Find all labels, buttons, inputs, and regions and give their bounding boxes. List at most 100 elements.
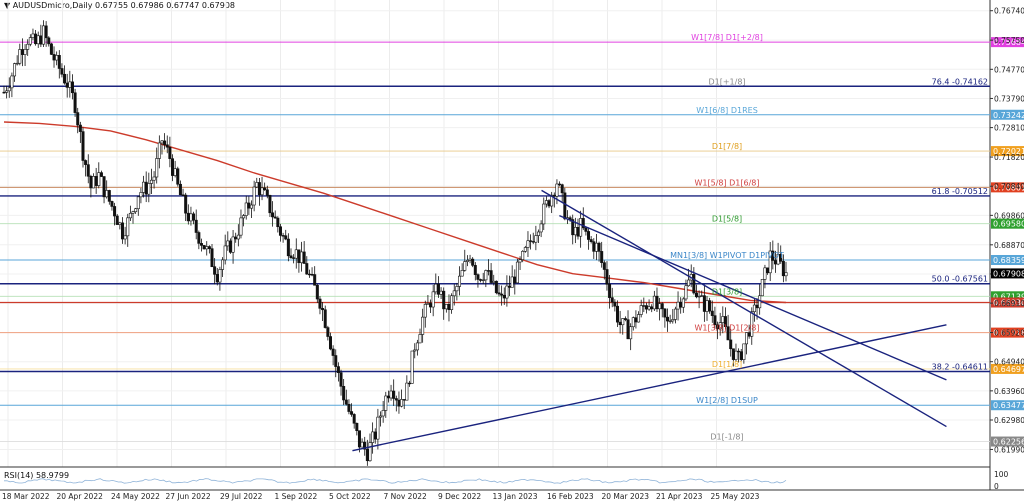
candle-body bbox=[252, 186, 256, 206]
candle-body bbox=[768, 250, 772, 274]
candle-body bbox=[173, 168, 177, 176]
candle-body bbox=[766, 267, 770, 274]
candle-body bbox=[389, 390, 393, 399]
candle-body bbox=[60, 68, 64, 75]
price-tick-label: 0.75750 bbox=[994, 36, 1024, 45]
price-badge-text: 0.73242 bbox=[993, 111, 1024, 120]
candle-body bbox=[34, 33, 38, 45]
candle-body bbox=[429, 303, 433, 308]
collapse-triangle-icon[interactable]: ▼ bbox=[4, 1, 11, 10]
price-tick-label: 0.64940 bbox=[994, 358, 1024, 367]
candle-body bbox=[602, 262, 606, 270]
candle-body bbox=[394, 398, 398, 401]
candle-body bbox=[239, 217, 243, 236]
candle-body bbox=[539, 223, 543, 233]
candle-body bbox=[147, 183, 151, 195]
last-price-text: 0.67908 bbox=[993, 269, 1024, 278]
candle-body bbox=[500, 293, 504, 296]
chart-header: ▼ AUDUSDmicro,Daily 0.67755 0.67986 0.67… bbox=[4, 1, 235, 10]
candle-body bbox=[202, 245, 206, 250]
candle-body bbox=[289, 255, 293, 259]
candle-body bbox=[199, 243, 203, 246]
candle-body bbox=[144, 181, 148, 195]
candle-body bbox=[505, 285, 509, 299]
candle-body bbox=[163, 140, 167, 146]
candle-body bbox=[134, 208, 138, 213]
candle-body bbox=[713, 315, 717, 326]
fib-label: 61.8 -0.70512 bbox=[932, 187, 988, 196]
candle-body bbox=[315, 284, 319, 300]
candle-body bbox=[36, 35, 40, 45]
candle-body bbox=[515, 261, 519, 284]
candle-body bbox=[587, 231, 591, 240]
candle-body bbox=[618, 321, 622, 326]
candle-body bbox=[621, 318, 625, 326]
candle-body bbox=[468, 258, 472, 261]
candle-body bbox=[379, 415, 383, 418]
candle-body bbox=[263, 187, 267, 191]
candle-body bbox=[260, 187, 264, 196]
price-tick-label: 0.73790 bbox=[994, 94, 1024, 103]
candle-body bbox=[560, 184, 564, 194]
candle-body bbox=[676, 301, 680, 310]
candle-body bbox=[668, 320, 672, 323]
rsi-tick-label: 100 bbox=[994, 470, 1009, 479]
candle-body bbox=[692, 274, 696, 294]
candle-body bbox=[397, 399, 401, 407]
price-badge-text: 0.62256 bbox=[993, 438, 1024, 447]
date-tick-label: 20 Mar 2023 bbox=[602, 492, 650, 501]
date-tick-label: 25 May 2023 bbox=[711, 492, 760, 501]
candle-body bbox=[729, 339, 733, 350]
candle-body bbox=[626, 319, 630, 340]
candle-body bbox=[542, 203, 546, 225]
candle-body bbox=[307, 273, 311, 276]
candle-body bbox=[373, 431, 377, 440]
candle-body bbox=[344, 399, 348, 405]
candle-body bbox=[658, 303, 662, 310]
candle-body bbox=[78, 124, 82, 132]
candle-body bbox=[110, 201, 114, 207]
candle-body bbox=[700, 295, 704, 297]
candle-body bbox=[552, 194, 556, 197]
candle-body bbox=[726, 326, 730, 341]
price-badge bbox=[991, 146, 1024, 157]
price-badge-text: 0.68359 bbox=[993, 256, 1024, 265]
candle-body bbox=[55, 55, 59, 61]
candle-body bbox=[255, 182, 259, 188]
date-tick-label: 13 Jan 2023 bbox=[493, 492, 538, 501]
candle-body bbox=[631, 317, 635, 328]
candle-body bbox=[558, 183, 562, 186]
candle-body bbox=[442, 290, 446, 310]
candle-body bbox=[70, 81, 74, 94]
candle-body bbox=[165, 144, 169, 148]
candle-body bbox=[758, 295, 762, 309]
candle-body bbox=[160, 140, 164, 144]
candle-body bbox=[131, 211, 135, 214]
candle-body bbox=[723, 316, 727, 327]
candle-body bbox=[376, 416, 380, 440]
candle-body bbox=[65, 82, 69, 88]
date-tick-label: 24 May 2022 bbox=[111, 492, 160, 501]
candle-body bbox=[194, 219, 198, 233]
price-badge-text: 0.66930 bbox=[993, 299, 1024, 308]
candle-body bbox=[650, 306, 654, 310]
rsi-tick-label: 0 bbox=[994, 482, 999, 491]
candle-body bbox=[20, 49, 24, 55]
candle-body bbox=[481, 279, 485, 281]
candle-body bbox=[63, 73, 67, 84]
candle-body bbox=[589, 239, 593, 242]
candle-body bbox=[684, 285, 688, 300]
candle-body bbox=[755, 304, 759, 309]
candle-body bbox=[5, 90, 9, 93]
candle-body bbox=[215, 274, 219, 283]
candle-body bbox=[342, 386, 346, 401]
candle-body bbox=[318, 298, 322, 309]
candle-body bbox=[381, 410, 385, 417]
candle-body bbox=[584, 227, 588, 232]
candle-body bbox=[731, 348, 735, 360]
candle-body bbox=[579, 218, 583, 237]
candle-body bbox=[642, 305, 646, 307]
price-tick-label: 0.63960 bbox=[994, 387, 1024, 396]
